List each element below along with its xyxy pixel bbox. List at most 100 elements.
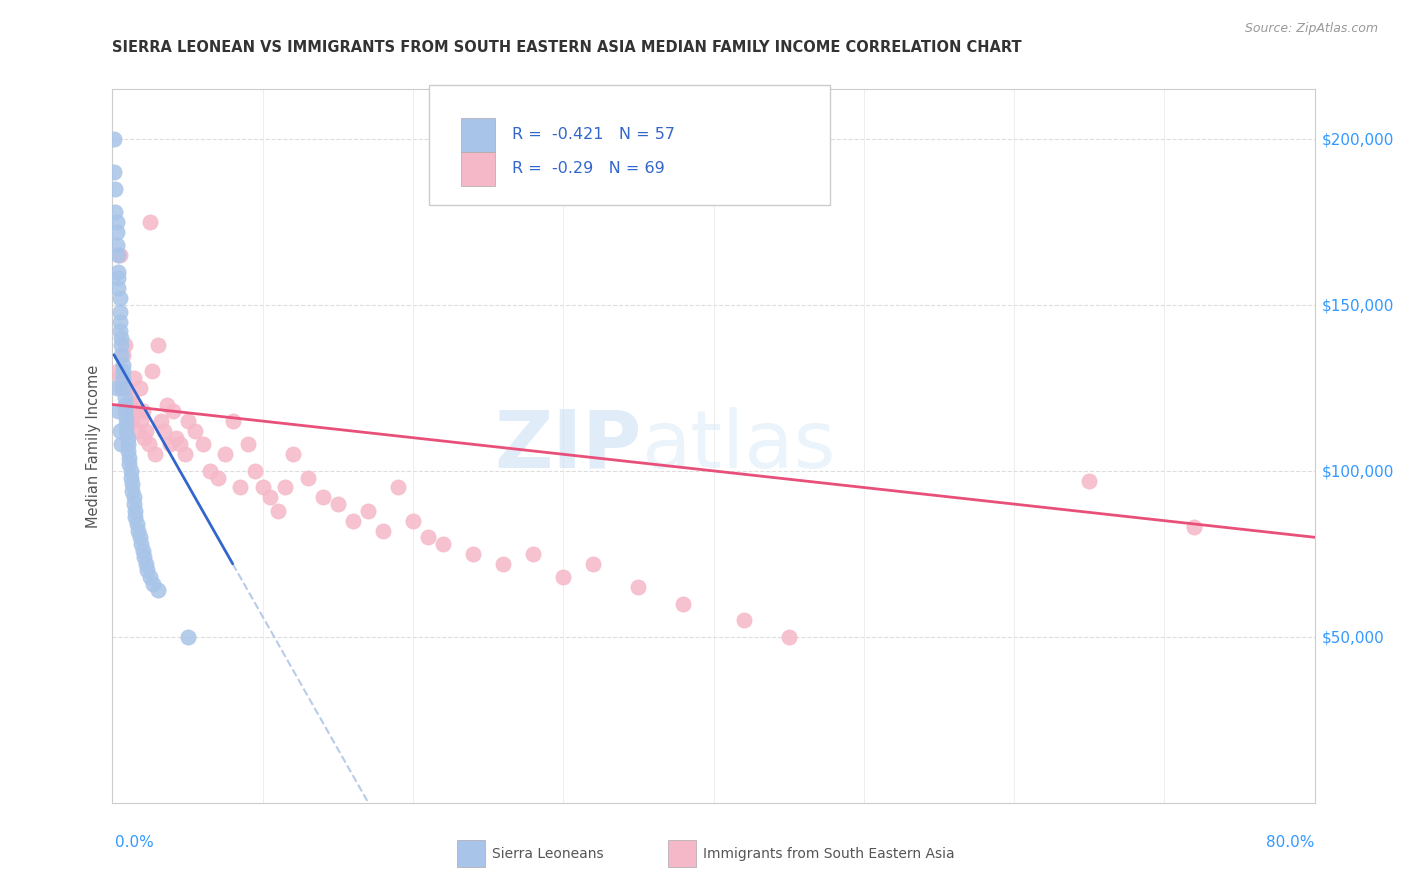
Point bbox=[132, 550, 155, 565]
Point bbox=[121, 414, 143, 428]
Point bbox=[176, 630, 198, 644]
Text: R =  -0.421   N = 57: R = -0.421 N = 57 bbox=[512, 128, 675, 142]
Point bbox=[108, 314, 131, 328]
Point bbox=[281, 447, 304, 461]
Point bbox=[176, 414, 198, 428]
Text: R =  -0.29   N = 69: R = -0.29 N = 69 bbox=[512, 161, 665, 176]
Point bbox=[108, 304, 131, 318]
Point bbox=[118, 450, 141, 465]
Point bbox=[110, 348, 132, 362]
Point bbox=[146, 338, 169, 352]
Point bbox=[236, 437, 259, 451]
Point bbox=[122, 491, 145, 505]
Point bbox=[129, 414, 152, 428]
Point bbox=[162, 404, 184, 418]
Point bbox=[107, 364, 129, 378]
Text: 80.0%: 80.0% bbox=[1267, 836, 1315, 850]
Point bbox=[111, 358, 134, 372]
Point bbox=[326, 497, 349, 511]
Point bbox=[149, 414, 172, 428]
Point bbox=[105, 225, 128, 239]
Point bbox=[165, 431, 187, 445]
Point bbox=[110, 331, 132, 345]
Point bbox=[138, 437, 160, 451]
Point bbox=[124, 397, 146, 411]
Point bbox=[105, 215, 128, 229]
Point bbox=[371, 524, 394, 538]
Text: Sierra Leoneans: Sierra Leoneans bbox=[492, 847, 603, 861]
Point bbox=[184, 424, 207, 438]
Point bbox=[110, 381, 132, 395]
Point bbox=[778, 630, 800, 644]
Point bbox=[107, 404, 129, 418]
Point bbox=[120, 470, 142, 484]
Point bbox=[105, 381, 128, 395]
Point bbox=[191, 437, 214, 451]
Point bbox=[124, 504, 146, 518]
Point bbox=[120, 391, 142, 405]
Point bbox=[1078, 474, 1101, 488]
Point bbox=[229, 481, 252, 495]
Point bbox=[105, 238, 128, 252]
Point bbox=[128, 381, 150, 395]
Point bbox=[132, 431, 155, 445]
Point bbox=[118, 457, 141, 471]
Point bbox=[124, 510, 146, 524]
Point bbox=[387, 481, 409, 495]
Point bbox=[402, 514, 425, 528]
Point bbox=[155, 397, 177, 411]
Point bbox=[267, 504, 290, 518]
Point bbox=[142, 576, 165, 591]
Point bbox=[110, 437, 132, 451]
Point bbox=[297, 470, 319, 484]
Point bbox=[672, 597, 695, 611]
Point bbox=[118, 404, 141, 418]
Point bbox=[274, 481, 297, 495]
Point bbox=[125, 404, 148, 418]
Point bbox=[108, 371, 131, 385]
Point bbox=[139, 215, 162, 229]
Point bbox=[522, 547, 544, 561]
Point bbox=[115, 410, 138, 425]
Point bbox=[122, 497, 145, 511]
Text: atlas: atlas bbox=[641, 407, 835, 485]
Text: 0.0%: 0.0% bbox=[115, 836, 155, 850]
Point bbox=[135, 557, 157, 571]
Point bbox=[117, 437, 139, 451]
Point bbox=[222, 414, 245, 428]
Point bbox=[108, 325, 131, 339]
Point bbox=[416, 530, 439, 544]
Point bbox=[107, 271, 129, 285]
Text: ZIP: ZIP bbox=[494, 407, 641, 485]
Point bbox=[115, 381, 138, 395]
Point bbox=[146, 583, 169, 598]
Point bbox=[141, 364, 163, 378]
Point bbox=[117, 444, 139, 458]
Point bbox=[131, 404, 153, 418]
Point bbox=[159, 437, 181, 451]
Text: Immigrants from South Eastern Asia: Immigrants from South Eastern Asia bbox=[703, 847, 955, 861]
Point bbox=[114, 397, 136, 411]
Point bbox=[127, 424, 149, 438]
Point bbox=[169, 437, 191, 451]
Point bbox=[107, 265, 129, 279]
Point bbox=[108, 424, 131, 438]
Point bbox=[312, 491, 335, 505]
Point bbox=[342, 514, 364, 528]
Point bbox=[129, 537, 152, 551]
Point bbox=[627, 580, 650, 594]
Point bbox=[121, 483, 143, 498]
Point bbox=[108, 291, 131, 305]
Point bbox=[115, 424, 138, 438]
Point bbox=[114, 338, 136, 352]
Point bbox=[104, 182, 127, 196]
Point bbox=[553, 570, 575, 584]
Point bbox=[111, 371, 134, 385]
Point bbox=[128, 530, 150, 544]
Point bbox=[122, 371, 145, 385]
Point bbox=[111, 364, 134, 378]
Point bbox=[198, 464, 221, 478]
Y-axis label: Median Family Income: Median Family Income bbox=[86, 364, 101, 528]
Point bbox=[259, 491, 281, 505]
Point bbox=[136, 564, 159, 578]
